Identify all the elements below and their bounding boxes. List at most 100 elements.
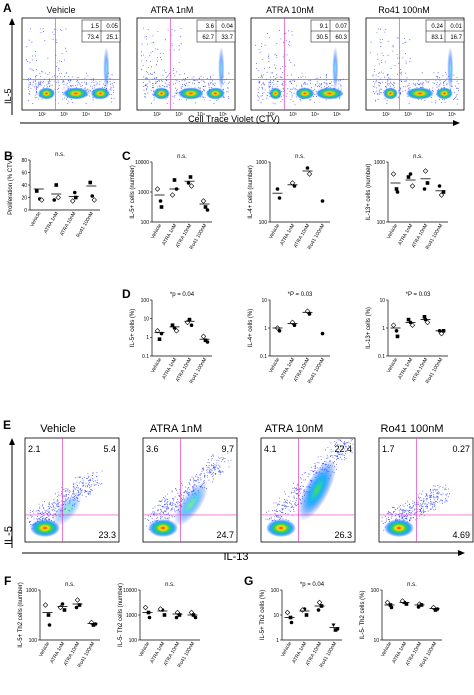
data-point-circle xyxy=(292,323,297,328)
category-label: Vehicle xyxy=(150,357,163,374)
x-tick-label: 10⁵ xyxy=(104,112,112,118)
x-tick-label: 10² xyxy=(267,112,275,118)
data-point-circle xyxy=(47,623,52,627)
y-axis-label: IL-5- Th2 cells (number) xyxy=(118,583,124,647)
data-point-circle xyxy=(277,329,282,333)
data-point-circle xyxy=(72,190,77,195)
data-point-diamond xyxy=(200,333,207,340)
y-tick-label: 100 xyxy=(377,220,386,226)
quadrant-value: 9.1 xyxy=(320,24,329,30)
quadrant-value: 73.4 xyxy=(87,35,99,41)
density-blob xyxy=(153,87,170,100)
quadrant-value-upper-right: 9.7 xyxy=(221,444,234,454)
data-point-square xyxy=(170,323,175,327)
y-tick-label: 40 xyxy=(21,183,27,189)
panel-a-title-1: Vehicle xyxy=(46,5,75,15)
quadrant-value-upper-left: 4.1 xyxy=(264,444,277,454)
panel-e-title-3: ATRA 10nM xyxy=(265,423,324,435)
category-label: Vehicle xyxy=(138,641,151,658)
category-label: Vehicle xyxy=(29,211,42,228)
y-axis-label: Proliferation (% CTV⁻) xyxy=(8,155,14,215)
panel-a-title-2: ATRA 1nM xyxy=(151,5,194,15)
panel-letter-b: B xyxy=(4,149,13,163)
data-point-circle xyxy=(316,608,321,612)
significance-label: n.s. xyxy=(165,582,175,588)
data-point-circle xyxy=(174,615,179,620)
data-point-square xyxy=(159,205,164,209)
density-blob xyxy=(63,87,89,100)
y-axis-label: IL-5+ cells (%) xyxy=(130,309,136,348)
quadrant-value-lower-right: 4.69 xyxy=(452,530,470,540)
quadrant-value: 0.07 xyxy=(335,24,347,30)
panel-letter-a: A xyxy=(3,1,12,15)
data-point-circle xyxy=(186,181,191,185)
data-point-square xyxy=(77,603,82,607)
flow-dot-cloud xyxy=(370,28,459,105)
density-column xyxy=(447,46,454,91)
significance-label: n.s. xyxy=(407,582,417,588)
quadrant-value: 16.7 xyxy=(450,35,462,41)
quadrant-value-upper-left: 1.7 xyxy=(382,444,395,454)
data-point-circle xyxy=(389,605,394,610)
data-point-diamond xyxy=(422,168,429,174)
panel-c-charts: 10000 1000 100 IL-5+ cells (number) n.s. Vehi… xyxy=(130,154,448,251)
quadrant-value: 3.6 xyxy=(206,24,215,30)
data-point-circle xyxy=(93,622,98,626)
data-point-diamond xyxy=(154,328,161,334)
data-point-circle xyxy=(307,312,312,316)
y-tick-label: 10 xyxy=(261,298,267,304)
panel-e-title-4: Ro41 100nM xyxy=(381,423,444,435)
quadrant-value: 0.05 xyxy=(106,24,118,30)
quadrant-value: 62.7 xyxy=(202,35,214,41)
data-point-circle xyxy=(147,615,152,620)
panel-e-title-2: ATRA 1nM xyxy=(150,423,202,435)
panel-a-x-arrowhead xyxy=(453,120,460,126)
data-point-diamond xyxy=(174,609,181,616)
category-label: ATRA 10nM xyxy=(59,211,77,237)
x-tick-label: 10⁵ xyxy=(448,112,456,118)
y-tick-label: 1000 xyxy=(26,588,37,594)
panel-b-sig: n.s. xyxy=(55,152,65,158)
data-point-triangle xyxy=(331,623,336,627)
data-point-circle xyxy=(205,340,210,344)
significance-label: n.s. xyxy=(295,154,305,160)
data-point-circle xyxy=(320,331,325,336)
x-tick-label: 10³ xyxy=(289,112,297,118)
y-axis-label: IL-5+ cells (number) xyxy=(130,165,136,219)
data-point-diamond xyxy=(55,194,61,201)
density-blob xyxy=(205,87,225,100)
density-blob xyxy=(295,87,315,100)
data-point-diamond xyxy=(173,328,180,334)
data-point-circle xyxy=(395,190,400,194)
data-point-diamond xyxy=(88,619,95,626)
y-axis-label: IL-5+ Th2 cells (%) xyxy=(260,590,266,640)
data-point-diamond xyxy=(316,599,323,606)
data-point-circle xyxy=(408,172,413,176)
y-tick-label: 100 xyxy=(141,298,150,304)
data-point-square xyxy=(203,338,208,343)
density-blob xyxy=(405,87,434,100)
panel-e-ylabel: IL-5 xyxy=(3,526,15,545)
data-point-circle xyxy=(74,605,79,610)
category-label: Ro41 100nM xyxy=(75,211,95,239)
x-tick-label: 10² xyxy=(382,112,390,118)
x-tick-label: 10² xyxy=(153,112,161,118)
x-tick-label: 10⁴ xyxy=(197,112,205,118)
y-axis-label: IL-13+ cells (number) xyxy=(366,164,372,221)
x-tick-label: 10⁴ xyxy=(426,112,434,118)
y-tick-label: 100 xyxy=(271,588,280,594)
y-tick-label: 20 xyxy=(21,195,27,201)
data-point-circle xyxy=(320,199,325,203)
density-column xyxy=(218,46,225,91)
data-point-circle xyxy=(90,194,95,198)
data-point-diamond xyxy=(424,319,431,326)
significance-label: n.s. xyxy=(413,154,423,160)
data-point-diamond xyxy=(57,604,64,611)
density-blob xyxy=(435,87,453,100)
data-point-circle xyxy=(277,196,282,200)
quadrant-value: 25.1 xyxy=(106,35,118,41)
x-tick-label: 10⁵ xyxy=(219,112,227,118)
data-point-diamond xyxy=(74,597,81,603)
